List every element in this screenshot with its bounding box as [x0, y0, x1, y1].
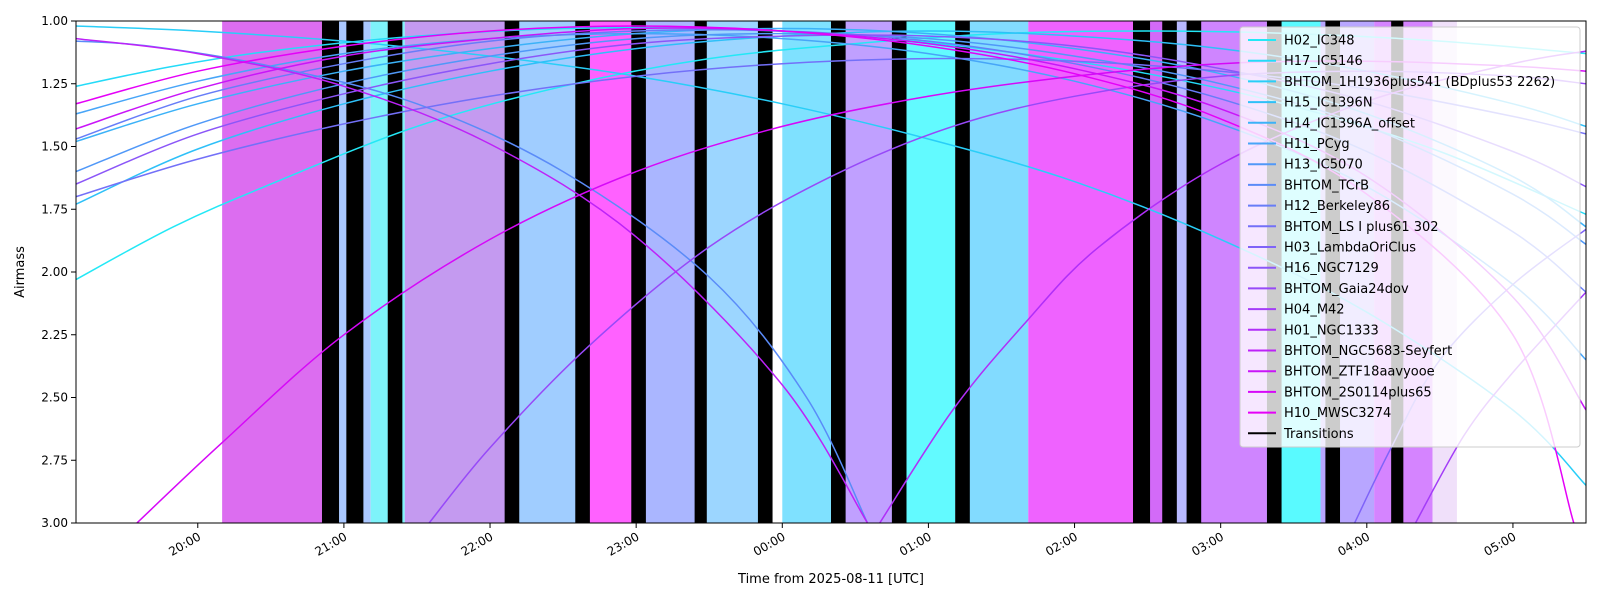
legend-entry-label: BHTOM_ZTF18aavyooe — [1284, 365, 1435, 380]
legend-entry-label: BHTOM_NGC5683-Seyfert — [1284, 344, 1452, 359]
legend-entry-label: Transitions — [1283, 427, 1354, 442]
legend-entry-label: H01_NGC1333 — [1284, 323, 1379, 338]
legend-entry-label: H13_IC5070 — [1284, 158, 1363, 173]
observation-block — [899, 21, 956, 523]
y-axis-ticks: 1.00 1.25 1.50 1.75 2.00 2.25 2.50 2.75 3.00 — [41, 14, 76, 530]
legend-box — [1239, 26, 1581, 448]
x-axis-label: Time from 2025-08-11 [UTC] — [737, 572, 924, 587]
x-tick-label: 23:00 — [605, 529, 642, 558]
series-line — [76, 37, 869, 523]
legend-entry-label: BHTOM_Gaia24dov — [1284, 282, 1409, 297]
y-tick-label: 2.00 — [41, 265, 68, 279]
transition-bar — [631, 21, 646, 523]
transition-bar — [1162, 21, 1177, 523]
x-tick-label: 02:00 — [1043, 529, 1080, 558]
legend-entry-label: BHTOM_1H1936plus541 (BDplus53 2262) — [1284, 75, 1555, 90]
transition-bar — [831, 21, 846, 523]
y-tick-label: 1.00 — [41, 14, 68, 28]
y-tick-label: 2.75 — [41, 453, 68, 467]
legend-entry-label: H04_M42 — [1284, 303, 1345, 318]
y-tick-label: 3.00 — [41, 516, 68, 530]
x-tick-label: 00:00 — [751, 529, 788, 558]
legend-entry-label: BHTOM_TCrB — [1284, 178, 1369, 193]
legend-entry-label: H02_IC348 — [1284, 34, 1355, 49]
observation-block — [835, 21, 900, 523]
y-tick-label: 2.50 — [41, 391, 68, 405]
transition-bar — [575, 21, 590, 523]
legend-entry-label: H15_IC1396N — [1284, 96, 1373, 111]
y-tick-label: 1.75 — [41, 202, 68, 216]
x-tick-label: 03:00 — [1189, 529, 1226, 558]
observation-block — [516, 21, 581, 523]
legend: H02_IC348 H17_IC5146 BHTOM_1H1936plus541 (… — [1239, 26, 1581, 448]
legend-entry-label: BHTOM_LS I plus61 302 — [1284, 220, 1439, 235]
transition-bar — [387, 21, 403, 523]
transition-bar — [955, 21, 970, 523]
y-tick-label: 2.25 — [41, 328, 68, 342]
legend-entry-label: BHTOM_2S0114plus65 — [1284, 385, 1432, 400]
x-tick-label: 21:00 — [312, 529, 349, 558]
y-tick-label: 1.25 — [41, 77, 68, 91]
legend-entry-label: H12_Berkeley86 — [1284, 199, 1390, 214]
legend-entry-label: H14_IC1396A_offset — [1284, 116, 1415, 131]
transition-bar — [757, 21, 773, 523]
transition-bar — [321, 21, 340, 523]
legend-entry-label: H17_IC5146 — [1284, 54, 1363, 69]
transition-bar — [1133, 21, 1151, 523]
legend-entry-label: H16_NGC7129 — [1284, 261, 1379, 276]
observation-block — [1028, 21, 1138, 523]
transition-bar — [891, 21, 907, 523]
legend-entry-label: H11_PCyg — [1284, 137, 1350, 152]
transition-bar — [694, 21, 707, 523]
transition-bar — [346, 21, 364, 523]
observation-block — [222, 21, 325, 523]
transition-bar — [504, 21, 520, 523]
x-axis-ticks: 20:00 21:00 22:00 23:00 00:00 01:00 02:00 03:00… — [166, 523, 1518, 559]
y-tick-label: 1.50 — [41, 140, 68, 154]
x-tick-label: 01:00 — [897, 529, 934, 558]
x-tick-label: 05:00 — [1481, 529, 1518, 558]
legend-entry-label: H10_MWSC3274 — [1284, 406, 1391, 421]
x-tick-label: 20:00 — [166, 529, 203, 558]
y-axis-label: Airmass — [13, 246, 28, 298]
transition-bar — [1186, 21, 1202, 523]
observation-block — [782, 21, 836, 523]
x-tick-label: 04:00 — [1335, 529, 1372, 558]
x-tick-label: 22:00 — [459, 529, 496, 558]
legend-entry-label: H03_LambdaOriClus — [1284, 241, 1416, 256]
observation-block — [404, 21, 517, 523]
